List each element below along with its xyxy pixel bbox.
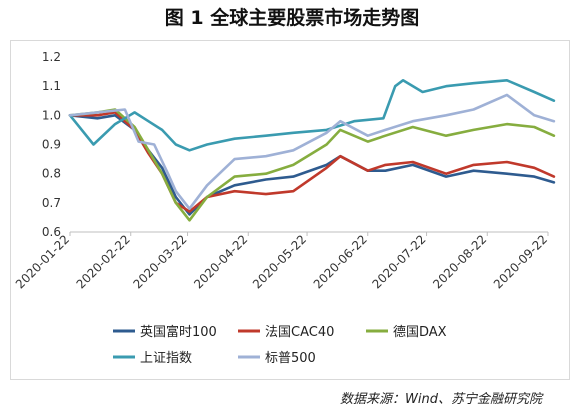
series-line-4 <box>68 93 556 210</box>
source-note: 数据来源：Wind、苏宁金融研究院 <box>340 392 542 407</box>
chart-title: 图 1 全球主要股票市场走势图 <box>164 7 420 29</box>
legend-label-4: 标普500 <box>265 351 316 366</box>
y-tick-label-1: 0.7 <box>42 196 61 210</box>
y-tick-label-2: 0.8 <box>42 167 61 181</box>
y-tick-label-3: 0.9 <box>42 138 61 152</box>
series-line-3 <box>68 79 556 152</box>
x-tick-label-8: 2020-09-22 <box>491 232 550 291</box>
legend-label-3: 上证指数 <box>140 351 192 366</box>
y-tick-label-4: 1.0 <box>42 108 61 122</box>
x-tick-label-3: 2020-04-22 <box>191 232 250 291</box>
y-tick-label-0: 0.6 <box>42 225 61 239</box>
y-tick-label-5: 1.1 <box>42 79 61 93</box>
x-tick-label-4: 2020-05-22 <box>250 232 309 291</box>
series-line-2 <box>68 108 556 222</box>
x-tick-label-5: 2020-06-22 <box>311 232 370 291</box>
legend-label-2: 德国DAX <box>393 325 447 340</box>
chart-frame <box>10 40 570 380</box>
x-tick-label-7: 2020-08-22 <box>430 232 489 291</box>
x-tick-label-1: 2020-02-22 <box>74 232 133 291</box>
x-tick-label-2: 2020-03-22 <box>130 232 189 291</box>
y-tick-label-6: 1.2 <box>42 50 61 64</box>
legend-label-0: 英国富时100 <box>140 324 217 340</box>
x-tick-label-0: 2020-01-22 <box>13 232 72 291</box>
x-tick-label-6: 2020-07-22 <box>369 232 428 291</box>
legend-label-1: 法国CAC40 <box>265 325 334 340</box>
